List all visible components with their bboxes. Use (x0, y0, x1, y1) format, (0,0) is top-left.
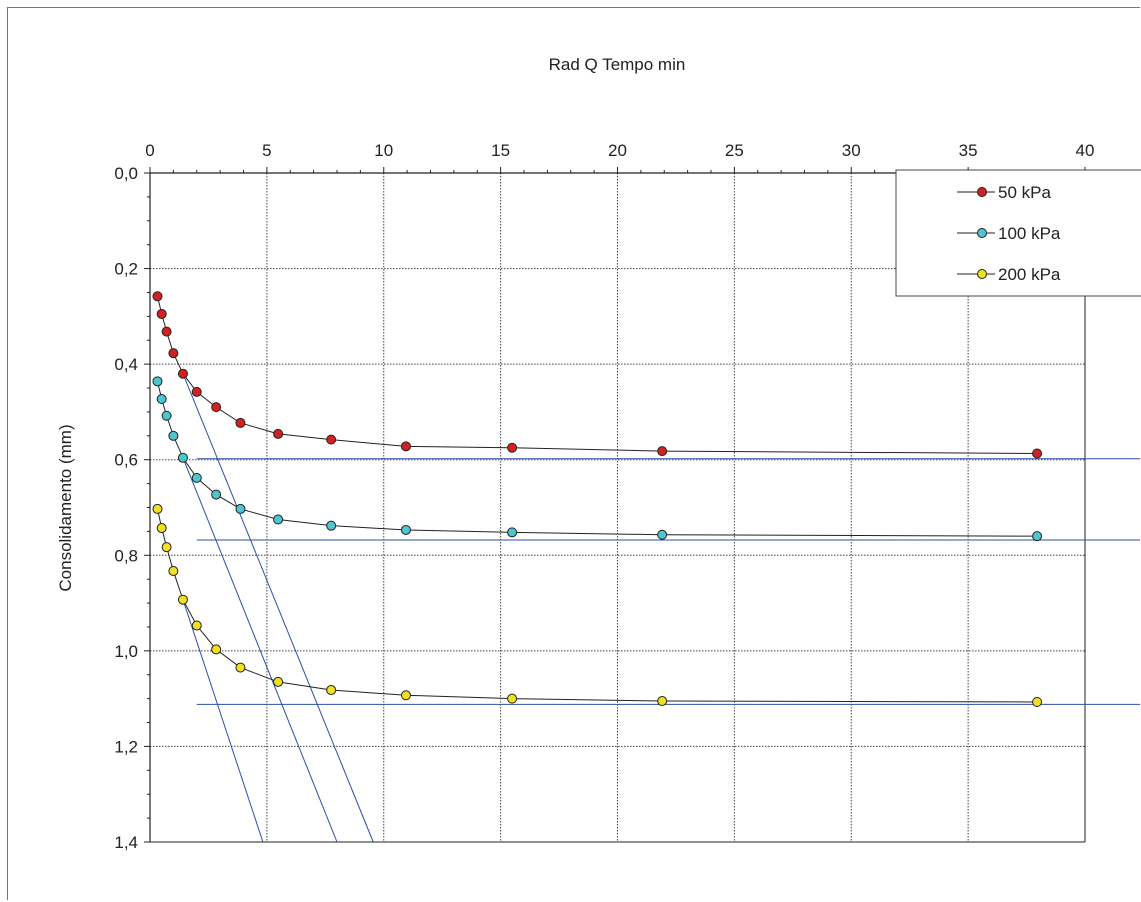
data-point (211, 489, 222, 500)
data-point (657, 696, 668, 707)
data-point (152, 503, 163, 514)
y-tick-label: 0,6 (114, 451, 138, 470)
x-tick-label: 10 (374, 141, 393, 160)
data-point (168, 566, 179, 577)
data-point (507, 693, 518, 704)
data-point (326, 520, 337, 531)
y-tick-label: 0,2 (114, 260, 138, 279)
data-point (161, 542, 172, 553)
legend-entry: 100 kPa (957, 224, 1061, 243)
construction-lines (182, 373, 1140, 843)
data-point (156, 308, 167, 319)
data-point (152, 291, 163, 302)
data-point (273, 676, 284, 687)
data-point (177, 594, 188, 605)
data-point (400, 524, 411, 535)
series-line (156, 508, 1038, 703)
legend-label: 50 kPa (998, 183, 1051, 202)
data-point (235, 417, 246, 428)
data-point (168, 430, 179, 441)
x-tick-label: 15 (491, 141, 510, 160)
data-point (177, 452, 188, 463)
legend-label: 100 kPa (998, 224, 1061, 243)
data-point (211, 402, 222, 413)
y-tick-label: 1,4 (114, 833, 138, 852)
legend-box (895, 169, 1141, 297)
data-point (211, 644, 222, 655)
data-point (1032, 696, 1043, 707)
series-0 (152, 291, 1043, 459)
legend-label: 200 kPa (998, 265, 1061, 284)
legend-marker (977, 228, 987, 238)
data-point (273, 428, 284, 439)
y-tick-label: 1,0 (114, 642, 138, 661)
series-1 (152, 376, 1043, 542)
data-point (400, 690, 411, 701)
legend-marker (977, 187, 987, 197)
data-point (235, 662, 246, 673)
data-point (191, 386, 202, 397)
data-point (152, 376, 163, 387)
data-point (156, 394, 167, 405)
x-tick-label: 35 (959, 141, 978, 160)
y-tick-label: 0,4 (114, 355, 138, 374)
chart-frame (7, 7, 1140, 900)
data-point (657, 446, 668, 457)
data-point (161, 326, 172, 337)
data-point (400, 441, 411, 452)
x-tick-label: 25 (725, 141, 744, 160)
series-group (152, 291, 1043, 707)
data-point (191, 620, 202, 631)
series-line (156, 296, 1038, 455)
legend: 50 kPa 100 kPa 200 kPa (895, 169, 1141, 297)
x-tick-label: 40 (1076, 141, 1095, 160)
legend-entry: 200 kPa (957, 265, 1061, 284)
data-point (1032, 448, 1043, 459)
series-2 (152, 503, 1043, 707)
y-axis-label: Consolidamento (mm) (56, 424, 75, 591)
y-tick-label: 1,2 (114, 737, 138, 756)
y-tick-label: 0,8 (114, 546, 138, 565)
x-tick-label: 5 (262, 141, 271, 160)
data-point (273, 514, 284, 525)
tangent-line (182, 599, 264, 843)
x-tick-label: 20 (608, 141, 627, 160)
tangent-line (182, 373, 374, 843)
legend-entry: 50 kPa (957, 183, 1051, 202)
data-point (507, 442, 518, 453)
data-point (326, 685, 337, 696)
data-point (326, 434, 337, 445)
data-point (235, 503, 246, 514)
data-point (156, 523, 167, 534)
data-point (161, 410, 172, 421)
data-point (657, 529, 668, 540)
data-point (177, 368, 188, 379)
legend-marker (977, 269, 987, 279)
data-point (168, 348, 179, 359)
x-tick-label: 0 (145, 141, 154, 160)
data-point (191, 472, 202, 483)
tick-labels: 0 5 10 15 20 25 30 35 40 0,0 0,2 0,4 0,6 0,8 1,0 1,2 1,4 (114, 141, 1094, 852)
tangent-line (182, 457, 338, 843)
data-point (507, 527, 518, 538)
x-tick-label: 30 (842, 141, 861, 160)
y-tick-label: 0,0 (114, 164, 138, 183)
data-point (1032, 531, 1043, 542)
chart-title: Rad Q Tempo min (549, 55, 686, 74)
